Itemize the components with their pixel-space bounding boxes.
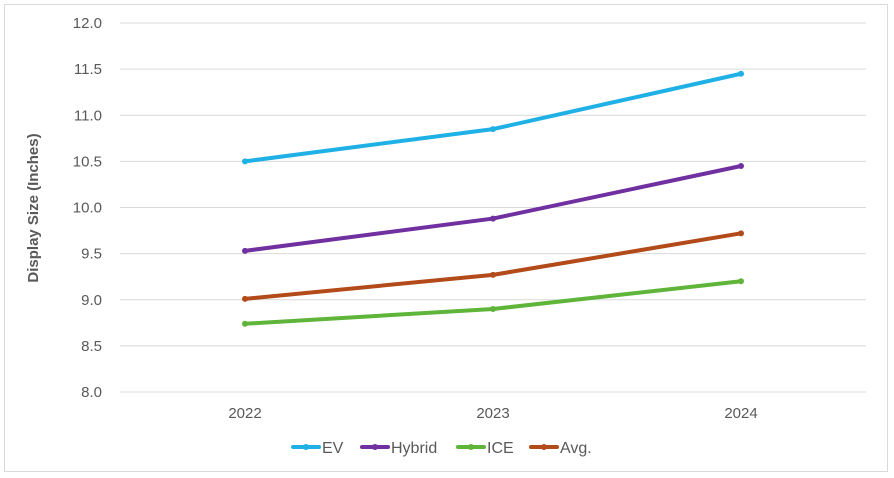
y-tick-label: 9.5 xyxy=(81,246,102,263)
data-point xyxy=(242,320,248,327)
data-point xyxy=(490,271,496,278)
series-line-ice xyxy=(243,279,743,326)
legend-label: ICE xyxy=(487,440,514,457)
data-point xyxy=(738,70,744,77)
series-line-ev xyxy=(243,71,743,164)
data-point xyxy=(490,305,496,312)
x-axis-ticks: 2022 2023 2024 xyxy=(228,405,757,422)
y-tick-label: 12.0 xyxy=(73,15,102,32)
data-point xyxy=(490,126,496,133)
y-axis-label: Display Size (Inches) xyxy=(25,133,42,282)
data-point xyxy=(490,215,496,222)
data-point xyxy=(738,278,744,285)
series-lines xyxy=(242,70,744,327)
y-tick-label: 11.0 xyxy=(74,107,102,124)
legend-label: Avg. xyxy=(560,440,592,457)
data-point xyxy=(242,158,248,165)
legend-marker xyxy=(541,444,547,450)
y-axis-ticks: 8.0 8.5 9.0 9.5 10.0 10.5 11.0 11.5 12.0 xyxy=(73,15,102,401)
y-tick-label: 8.5 xyxy=(81,338,102,355)
series-line-hybrid xyxy=(243,163,743,253)
legend-label: Hybrid xyxy=(391,440,437,457)
legend-marker xyxy=(303,444,309,450)
x-tick-label: 2023 xyxy=(476,405,509,422)
chart-frame xyxy=(4,4,888,472)
x-tick-label: 2024 xyxy=(724,405,757,422)
x-tick-label: 2022 xyxy=(228,405,261,422)
gridlines xyxy=(120,22,866,393)
legend-label: EV xyxy=(322,440,344,457)
legend-marker xyxy=(468,444,474,450)
data-point xyxy=(242,247,248,254)
y-tick-label: 11.5 xyxy=(74,61,102,78)
y-tick-label: 10.5 xyxy=(73,153,102,170)
data-point xyxy=(738,230,744,237)
y-tick-label: 8.0 xyxy=(81,384,102,401)
legend: EV Hybrid ICE Avg. xyxy=(291,440,592,457)
data-point xyxy=(242,295,248,302)
y-tick-label: 9.0 xyxy=(81,292,102,309)
data-point xyxy=(738,162,744,169)
legend-marker xyxy=(372,444,378,450)
y-tick-label: 10.0 xyxy=(73,200,102,217)
